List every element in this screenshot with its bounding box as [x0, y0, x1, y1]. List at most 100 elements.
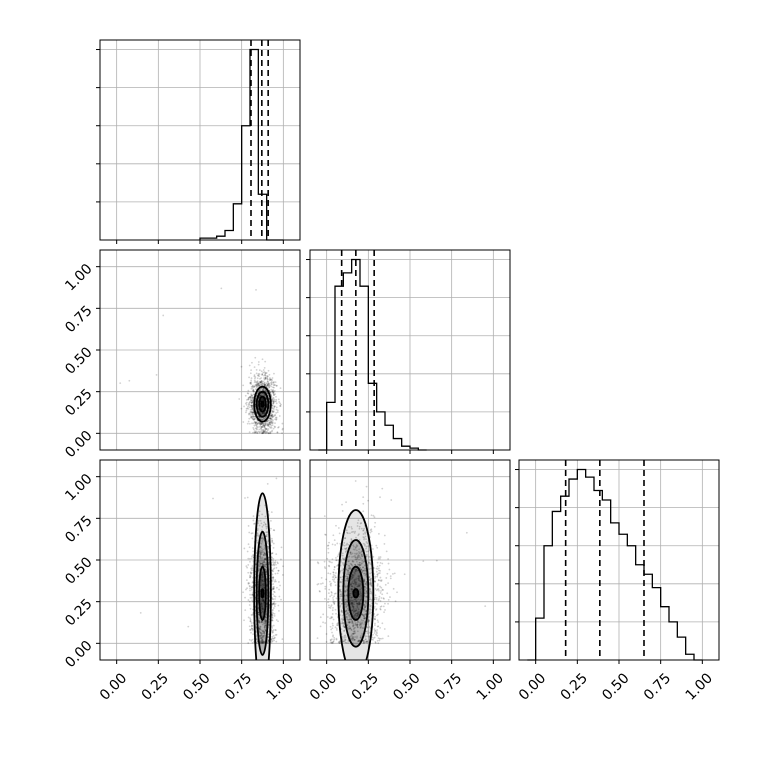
sample-point [357, 577, 360, 580]
sample-point [344, 586, 347, 589]
sample-point [364, 601, 367, 604]
sample-point [373, 632, 376, 634]
sample-point [261, 572, 264, 575]
sample-point [266, 375, 269, 377]
sample-point [332, 576, 335, 578]
sample-point [365, 602, 368, 605]
sample-point [259, 394, 262, 397]
sample-point [354, 554, 356, 557]
sample-point [360, 527, 363, 530]
sample-point [262, 394, 265, 396]
sample-point [366, 630, 369, 633]
sample-point [271, 609, 274, 612]
sample-point [271, 411, 274, 414]
sample-point [248, 364, 251, 367]
contour-line [337, 509, 375, 660]
sample-point [253, 385, 256, 388]
sample-point [334, 608, 337, 611]
sample-point [262, 560, 265, 563]
sample-point [247, 564, 250, 566]
sample-point [350, 587, 353, 590]
sample-point [262, 634, 265, 637]
sample-point [251, 593, 254, 596]
sample-point [278, 581, 280, 583]
sample-point [272, 603, 275, 605]
sample-point [273, 386, 275, 389]
sample-point [357, 583, 360, 586]
sample-point [262, 423, 265, 426]
sample-point [281, 428, 284, 431]
sample-point [263, 394, 266, 397]
sample-point [378, 564, 381, 567]
sample-point [273, 425, 276, 428]
sample-point [349, 562, 352, 565]
sample-point [256, 432, 259, 435]
sample-point [242, 591, 245, 594]
sample-point [264, 558, 266, 561]
sample-point [358, 575, 361, 578]
sample-point [261, 397, 264, 400]
sample-point [348, 565, 351, 568]
sample-point [349, 618, 352, 621]
sample-point [268, 417, 270, 420]
sample-point [259, 628, 261, 631]
sample-point [266, 380, 269, 383]
sample-point [252, 389, 255, 391]
sample-point [263, 618, 266, 621]
sample-point [264, 411, 266, 414]
sample-point [259, 632, 262, 634]
sample-point [259, 625, 262, 628]
sample-point [261, 641, 264, 644]
sample-point [383, 628, 386, 630]
sample-point [266, 545, 269, 548]
sample-point [259, 559, 262, 561]
sample-point [252, 519, 255, 522]
sample-point [265, 609, 268, 612]
sample-point [260, 631, 263, 634]
sample-point [278, 595, 281, 598]
sample-point [351, 560, 354, 562]
sample-point [347, 564, 350, 567]
sample-point [333, 578, 336, 580]
sample-point [271, 413, 274, 416]
sample-point [279, 387, 282, 390]
sample-point [260, 398, 263, 401]
sample-point [263, 558, 266, 561]
sample-point [358, 611, 361, 613]
sample-point [264, 621, 267, 624]
sample-point [365, 545, 368, 548]
sample-point [251, 402, 253, 405]
sample-point [365, 600, 367, 603]
sample-point [263, 632, 266, 635]
sample-point [265, 427, 268, 430]
sample-point [251, 588, 253, 591]
sample-point [275, 629, 277, 632]
sample-point [260, 583, 262, 586]
sample-point [258, 561, 260, 564]
sample-point [262, 431, 264, 434]
sample-point [260, 537, 263, 540]
sample-point [251, 593, 254, 596]
sample-point [369, 588, 372, 590]
sample-point [264, 428, 267, 430]
sample-point [263, 640, 266, 643]
sample-point [262, 418, 265, 420]
sample-point [363, 604, 366, 607]
sample-point [381, 562, 384, 565]
sample-point [353, 630, 356, 633]
sample-point [353, 638, 356, 641]
sample-point [348, 618, 351, 621]
sample-point [280, 403, 282, 406]
sample-point [354, 578, 356, 581]
sample-point [262, 598, 264, 600]
sample-point [350, 618, 352, 620]
sample-point [264, 377, 267, 380]
sample-point [373, 636, 376, 639]
sample-point [274, 381, 277, 383]
sample-point [360, 555, 363, 558]
sample-point [358, 595, 361, 598]
sample-point [251, 600, 254, 603]
sample-point [358, 584, 361, 587]
sample-point [357, 608, 360, 611]
sample-point [354, 581, 356, 583]
